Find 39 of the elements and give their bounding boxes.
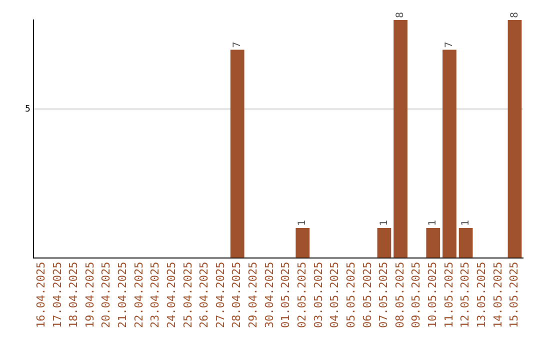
x-tick-label: 03.05.2025 [312, 262, 325, 328]
x-tick-label: 10.05.2025 [426, 262, 440, 328]
x-tick-label: 22.04.2025 [132, 262, 146, 328]
data-label: 7 [444, 42, 456, 48]
data-label: 7 [232, 42, 243, 48]
x-tick-label: 19.04.2025 [83, 262, 96, 328]
x-tick-label: 06.05.2025 [360, 262, 374, 328]
x-tick-label: 04.05.2025 [328, 262, 342, 328]
x-tick-label: 01.05.2025 [279, 262, 292, 328]
x-tick-label: 09.05.2025 [410, 262, 423, 328]
x-tick-label: 05.05.2025 [344, 262, 358, 328]
data-label: 1 [297, 220, 308, 226]
x-tick-label: 16.04.2025 [34, 262, 48, 328]
data-label: 1 [378, 220, 390, 226]
x-tick-label: 08.05.2025 [393, 262, 406, 328]
data-label: 1 [460, 220, 472, 226]
x-tick-label: 29.04.2025 [246, 262, 260, 328]
x-tick-label: 24.04.2025 [164, 262, 178, 328]
x-tick-label: 17.04.2025 [50, 262, 64, 328]
x-tick-label: 27.04.2025 [214, 262, 227, 328]
data-label: 1 [428, 220, 439, 226]
x-tick-label: 28.04.2025 [230, 262, 244, 328]
y-tick-label: 5 [24, 104, 30, 115]
x-tick-label: 11.05.2025 [442, 262, 456, 328]
x-tick-label: 13.05.2025 [474, 262, 488, 328]
x-tick-label: 18.04.2025 [67, 262, 80, 328]
x-tick-label: 30.04.2025 [262, 262, 276, 328]
x-tick-label: 21.04.2025 [116, 262, 130, 328]
x-tick-label: 25.04.2025 [181, 262, 194, 328]
x-tick-label: 02.05.2025 [295, 262, 308, 328]
data-label: 8 [395, 12, 406, 18]
x-tick-label: 23.04.2025 [148, 262, 162, 328]
x-tick-label: 14.05.2025 [491, 262, 504, 328]
x-tick-label: 26.04.2025 [198, 262, 211, 328]
x-tick-label: 15.05.2025 [508, 262, 521, 328]
data-label: 8 [509, 12, 520, 18]
x-tick-label: 20.04.2025 [100, 262, 113, 328]
x-tick-label: 12.05.2025 [458, 262, 472, 328]
x-tick-label: 07.05.2025 [377, 262, 390, 328]
